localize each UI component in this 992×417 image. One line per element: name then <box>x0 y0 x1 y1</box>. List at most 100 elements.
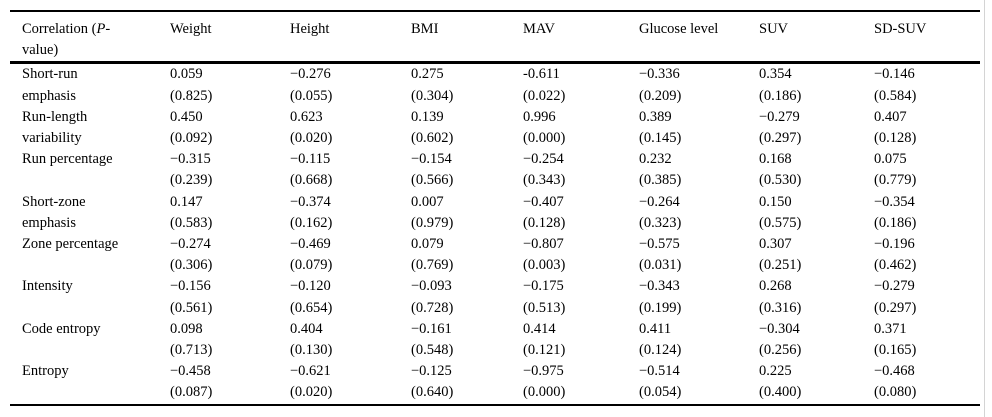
correlation-value: −0.279 <box>874 278 915 295</box>
correlation-cell: −0.807 (0.003) <box>523 234 639 276</box>
p-value: (0.316) <box>759 299 802 316</box>
correlation-cell: −0.514 (0.054) <box>639 361 759 404</box>
p-value: (0.000) <box>523 384 566 401</box>
p-value: (0.343) <box>523 172 566 189</box>
p-value: (0.209) <box>639 87 682 104</box>
p-value: (0.251) <box>759 257 802 274</box>
correlation-cell: 0.007 (0.979) <box>411 192 523 234</box>
p-value: (0.979) <box>411 214 454 231</box>
correlation-cell: 0.225 (0.400) <box>759 361 874 404</box>
correlation-cell: −0.315 (0.239) <box>170 149 290 191</box>
table-row: Run-length variability 0.450 (0.092) 0.623 (… <box>10 107 980 149</box>
table-row: Short-run emphasis 0.059 (0.825) −0.276 (0.0… <box>10 63 980 107</box>
correlation-cell: 0.075 (0.779) <box>874 149 980 191</box>
p-value: (0.186) <box>874 214 917 231</box>
header-correlation-italic-p: P <box>96 21 106 37</box>
correlation-value: 0.139 <box>411 108 444 125</box>
correlation-cell: 0.268 (0.316) <box>759 276 874 318</box>
correlation-value: −0.125 <box>411 363 452 380</box>
correlation-cell: −0.161 (0.548) <box>411 319 523 361</box>
correlation-value: 0.225 <box>759 363 792 380</box>
correlation-cell: 0.168 (0.530) <box>759 149 874 191</box>
p-value: (0.092) <box>170 130 213 147</box>
correlation-cell: 0.404 (0.130) <box>290 319 411 361</box>
p-value: (0.031) <box>639 257 682 274</box>
correlation-cell: 0.307 (0.251) <box>759 234 874 276</box>
correlation-cell: −0.274 (0.306) <box>170 234 290 276</box>
correlation-cell: −0.354 (0.186) <box>874 192 980 234</box>
correlation-value: −0.343 <box>639 278 680 295</box>
correlation-cell: 0.079 (0.769) <box>411 234 523 276</box>
correlation-cell: −0.125 (0.640) <box>411 361 523 404</box>
correlation-value: 0.623 <box>290 108 323 125</box>
p-value: (0.713) <box>170 342 213 359</box>
p-value: (0.165) <box>874 342 917 359</box>
p-value: (0.054) <box>639 384 682 401</box>
p-value: (0.079) <box>290 257 333 274</box>
correlation-cell: −0.196 (0.462) <box>874 234 980 276</box>
correlation-cell: −0.279 (0.297) <box>874 276 980 318</box>
correlation-cell: 0.411 (0.124) <box>639 319 759 361</box>
header-cell-sd-suv: SD-SUV <box>874 11 980 65</box>
p-value: (0.654) <box>290 299 333 316</box>
table-row: Code entropy 0.098 (0.713) 0.404 (0.130) −0.1… <box>10 319 980 361</box>
header-cell-glucose-level: Glucose level <box>639 11 759 65</box>
correlation-cell: 0.623 (0.020) <box>290 107 411 149</box>
p-value: (0.145) <box>639 130 682 147</box>
header-cell-bmi: BMI <box>411 11 523 65</box>
correlation-value: −0.279 <box>759 108 800 125</box>
p-value: (0.162) <box>290 214 333 231</box>
correlation-value: −0.254 <box>523 151 564 168</box>
header-correlation-suffix: -value) <box>22 21 111 59</box>
correlation-value: −0.807 <box>523 236 564 253</box>
p-value: (0.584) <box>874 87 917 104</box>
correlation-value: 0.450 <box>170 108 203 125</box>
correlation-value: 0.147 <box>170 193 203 210</box>
p-value: (0.080) <box>874 384 917 401</box>
correlation-value: −0.276 <box>290 66 331 83</box>
correlation-value: −0.120 <box>290 278 331 295</box>
correlation-cell: −0.469 (0.079) <box>290 234 411 276</box>
correlation-cell: 0.150 (0.575) <box>759 192 874 234</box>
correlation-value: −0.315 <box>170 151 211 168</box>
correlation-value: 0.404 <box>290 320 323 337</box>
correlation-value: 0.354 <box>759 66 792 83</box>
correlation-value: 0.098 <box>170 320 203 337</box>
correlation-cell: −0.336 (0.209) <box>639 63 759 107</box>
correlation-cell: −0.458 (0.087) <box>170 361 290 404</box>
correlation-value: 0.168 <box>759 151 792 168</box>
p-value: (0.239) <box>170 172 213 189</box>
p-value: (0.462) <box>874 257 917 274</box>
p-value: (0.087) <box>170 384 213 401</box>
correlation-cell: −0.175 (0.513) <box>523 276 639 318</box>
p-value: (0.020) <box>290 130 333 147</box>
correlation-value: −0.196 <box>874 236 915 253</box>
correlation-cell: 0.414 (0.121) <box>523 319 639 361</box>
correlation-value: 0.007 <box>411 193 444 210</box>
correlation-value: −0.468 <box>874 363 915 380</box>
p-value: (0.566) <box>411 172 454 189</box>
correlation-cell: 0.996 (0.000) <box>523 107 639 149</box>
correlation-cell: 0.147 (0.583) <box>170 192 290 234</box>
correlation-value: −0.146 <box>874 66 915 83</box>
correlation-value: −0.304 <box>759 320 800 337</box>
correlation-cell: 0.232 (0.385) <box>639 149 759 191</box>
correlation-value: −0.264 <box>639 193 680 210</box>
row-label: Run-length variability <box>22 108 88 147</box>
p-value: (0.530) <box>759 172 802 189</box>
correlation-value: −0.407 <box>523 193 564 210</box>
p-value: (0.728) <box>411 299 454 316</box>
p-value: (0.779) <box>874 172 917 189</box>
correlation-value: −0.621 <box>290 363 331 380</box>
p-value: (0.323) <box>639 214 682 231</box>
correlation-cell: 0.371 (0.165) <box>874 319 980 361</box>
header-row: Correlation (P-value) Weight Height BMI … <box>10 11 980 65</box>
table-row: Short-zone emphasis 0.147 (0.583) −0.374 (0.… <box>10 192 980 234</box>
p-value: (0.548) <box>411 342 454 359</box>
correlation-value: 0.996 <box>523 108 556 125</box>
p-value: (0.186) <box>759 87 802 104</box>
p-value: (0.825) <box>170 87 213 104</box>
table-row: Zone percentage −0.274 (0.306) −0.469 (0.079… <box>10 234 980 276</box>
correlation-cell: −0.120 (0.654) <box>290 276 411 318</box>
p-value: (0.020) <box>290 384 333 401</box>
